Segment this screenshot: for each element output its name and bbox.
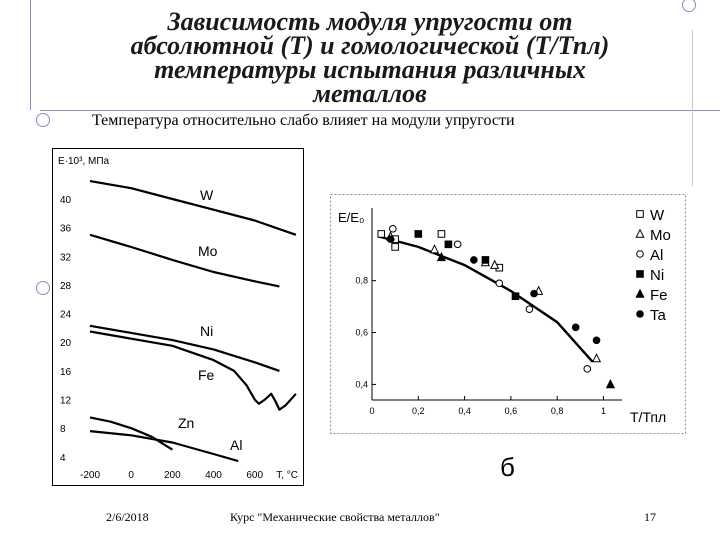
data-point-mo <box>490 259 500 269</box>
data-point-al <box>525 305 534 313</box>
x-tick-label: 0,6 <box>505 406 518 416</box>
title-line: Зависимость модуля упругости от <box>167 7 573 36</box>
series-line-al <box>89 430 239 463</box>
data-point-ta <box>386 235 395 243</box>
x-tick-label: 0,2 <box>412 406 425 416</box>
legend-marker-ta <box>636 310 644 318</box>
series-label-w: W <box>200 187 214 203</box>
frame-ring-icon <box>36 113 50 127</box>
x-tick-label: 400 <box>205 470 222 481</box>
data-point-al <box>389 224 397 233</box>
data-point-w <box>391 243 399 251</box>
legend-marker-mo <box>635 228 645 238</box>
slide-frame-rule <box>40 110 720 111</box>
data-point-mo <box>429 244 440 254</box>
x-tick-label: 600 <box>246 470 263 481</box>
y-tick-label: 12 <box>60 396 72 407</box>
y-tick-label: 32 <box>60 252 72 263</box>
y-tick-label: 20 <box>60 338 72 349</box>
series-line-fe <box>89 330 297 411</box>
x-tick-label: 0 <box>128 470 134 481</box>
x-tick-label: 0 <box>369 406 374 416</box>
legend-label-fe: Fe <box>650 287 668 304</box>
frame-ring-icon <box>36 281 50 295</box>
data-point-ni <box>511 292 520 301</box>
y-tick-label: 4 <box>60 453 66 464</box>
title-line: металлов <box>313 79 427 108</box>
data-point-ni <box>481 256 490 264</box>
data-point-ni <box>444 240 453 249</box>
x-tick-label: -200 <box>80 470 100 481</box>
x-tick-label: 200 <box>164 470 181 481</box>
chart-frame <box>52 148 304 486</box>
legend-label-ni: Ni <box>650 267 664 284</box>
data-point-al <box>495 279 504 288</box>
y-tick-label: 0,4 <box>355 379 368 389</box>
series-label-ni: Ni <box>200 323 213 339</box>
series-line-w <box>89 180 297 236</box>
series-label-zn: Zn <box>178 415 194 431</box>
data-point-fe <box>436 251 447 262</box>
legend-marker-ni <box>636 270 644 278</box>
series-label-al: Al <box>230 437 242 453</box>
title-line: абсолютной (Т) и гомологической (Т/Тпл) <box>130 31 610 60</box>
x-axis-label: T/Тпл <box>630 409 666 425</box>
trend-line <box>377 235 594 363</box>
figure-label: б <box>500 452 515 482</box>
legend-marker-fe <box>635 288 645 298</box>
series-line-mo <box>89 233 280 288</box>
data-point-w <box>437 230 446 238</box>
data-point-ta <box>571 323 580 332</box>
y-tick-label: 8 <box>60 424 66 435</box>
y-tick-label: 36 <box>60 224 72 235</box>
legend-marker-al <box>636 250 644 258</box>
data-point-al <box>453 240 462 249</box>
data-point-ta <box>470 256 478 264</box>
footer-course: Курс "Механические свойства металлов" <box>230 510 440 524</box>
modulus-vs-temperature-chart: 4 8 12 16 20 24 28 32 36 40 -200 0 200 400 600 E·10³, М… <box>52 148 304 486</box>
slide-subtitle: Температура относительно слабо влияет на… <box>92 112 515 129</box>
x-tick-label: 1 <box>601 406 606 416</box>
x-tick-label: 0,8 <box>551 406 564 416</box>
y-axis-label: E·10³, МПа <box>58 156 110 167</box>
data-point-ni <box>414 230 423 238</box>
y-tick-label: 0,8 <box>355 276 368 286</box>
footer-page-number: 17 <box>644 510 656 524</box>
series-label-fe: Fe <box>198 367 215 383</box>
data-point-fe <box>605 379 616 389</box>
slide-title: Зависимость модуля упругости от абсолютн… <box>40 7 700 108</box>
data-point-w <box>377 230 386 238</box>
slide-frame-line <box>30 0 31 110</box>
data-point-ta <box>592 336 601 345</box>
title-line: температуры испытания различных <box>154 55 586 84</box>
y-tick-label: 28 <box>60 281 72 292</box>
y-axis-label: E/E₀ <box>338 210 364 225</box>
x-tick-label: 0,4 <box>458 406 471 416</box>
x-axis-label: T, °C <box>276 470 298 481</box>
slide-frame-line-right <box>692 30 693 186</box>
y-tick-label: 40 <box>60 195 72 206</box>
y-tick-label: 0,6 <box>355 328 368 338</box>
legend-label-ta: Ta <box>650 307 667 324</box>
data-point-ta <box>530 289 538 298</box>
y-tick-label: 16 <box>60 367 72 378</box>
data-point-mo <box>591 353 602 363</box>
legend-marker-w <box>636 210 644 218</box>
y-tick-label: 24 <box>60 310 72 321</box>
series-line-ni <box>89 324 280 372</box>
relative-modulus-chart: 0 0,2 0,4 0,6 0,8 1 0,4 0,6 0,8 E/E₀ T/Тпл W Mo Al Ni F… <box>330 194 686 434</box>
data-point-al <box>583 365 592 373</box>
series-label-mo: Mo <box>198 243 218 259</box>
frame-ring-icon <box>682 0 696 12</box>
footer-date: 2/6/2018 <box>106 510 149 524</box>
legend-label-mo: Mo <box>650 227 671 244</box>
legend-label-al: Al <box>650 247 663 264</box>
legend-label-w: W <box>650 207 665 224</box>
